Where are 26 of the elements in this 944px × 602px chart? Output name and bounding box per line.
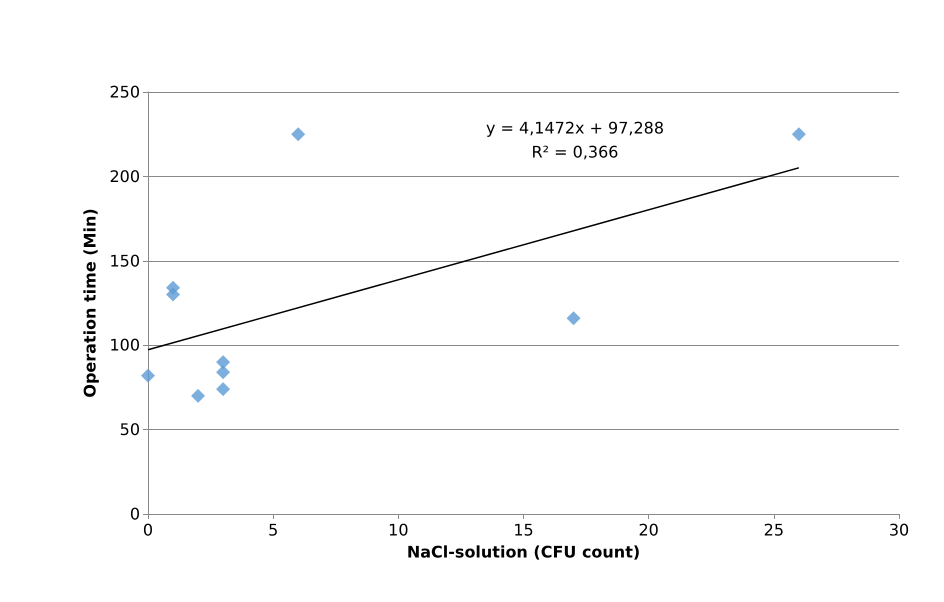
point — [291, 127, 306, 142]
x-tick-label: 25 — [764, 520, 784, 540]
y-tick-label: 200 — [109, 166, 140, 186]
point — [216, 382, 230, 396]
point — [792, 127, 806, 142]
point — [216, 365, 230, 380]
x-tick-label: 10 — [388, 520, 409, 540]
point — [216, 355, 230, 370]
x-tick-label: 20 — [638, 520, 659, 540]
y-tick-label: 0 — [130, 504, 140, 524]
point — [191, 388, 206, 403]
point — [566, 311, 581, 326]
x-tick-label: 5 — [268, 520, 278, 540]
x-tick-label: 15 — [513, 520, 534, 540]
y-tick-label: 150 — [109, 251, 140, 270]
point — [166, 288, 180, 302]
y-tick-label: 250 — [109, 82, 140, 102]
y-tick-label: 50 — [120, 420, 140, 440]
annotation: y = 4,1472x + 97,288 — [486, 118, 664, 138]
y-tick-label: 100 — [109, 336, 140, 355]
y-axis-title: Operation time (Min) — [80, 208, 100, 398]
x-axis-title: NaCl-solution (CFU count) — [406, 542, 640, 562]
x-tick-label: 0 — [142, 520, 154, 540]
x-tick-label: 30 — [888, 520, 910, 540]
point — [141, 368, 155, 383]
annotation: R² = 0,366 — [532, 142, 618, 162]
